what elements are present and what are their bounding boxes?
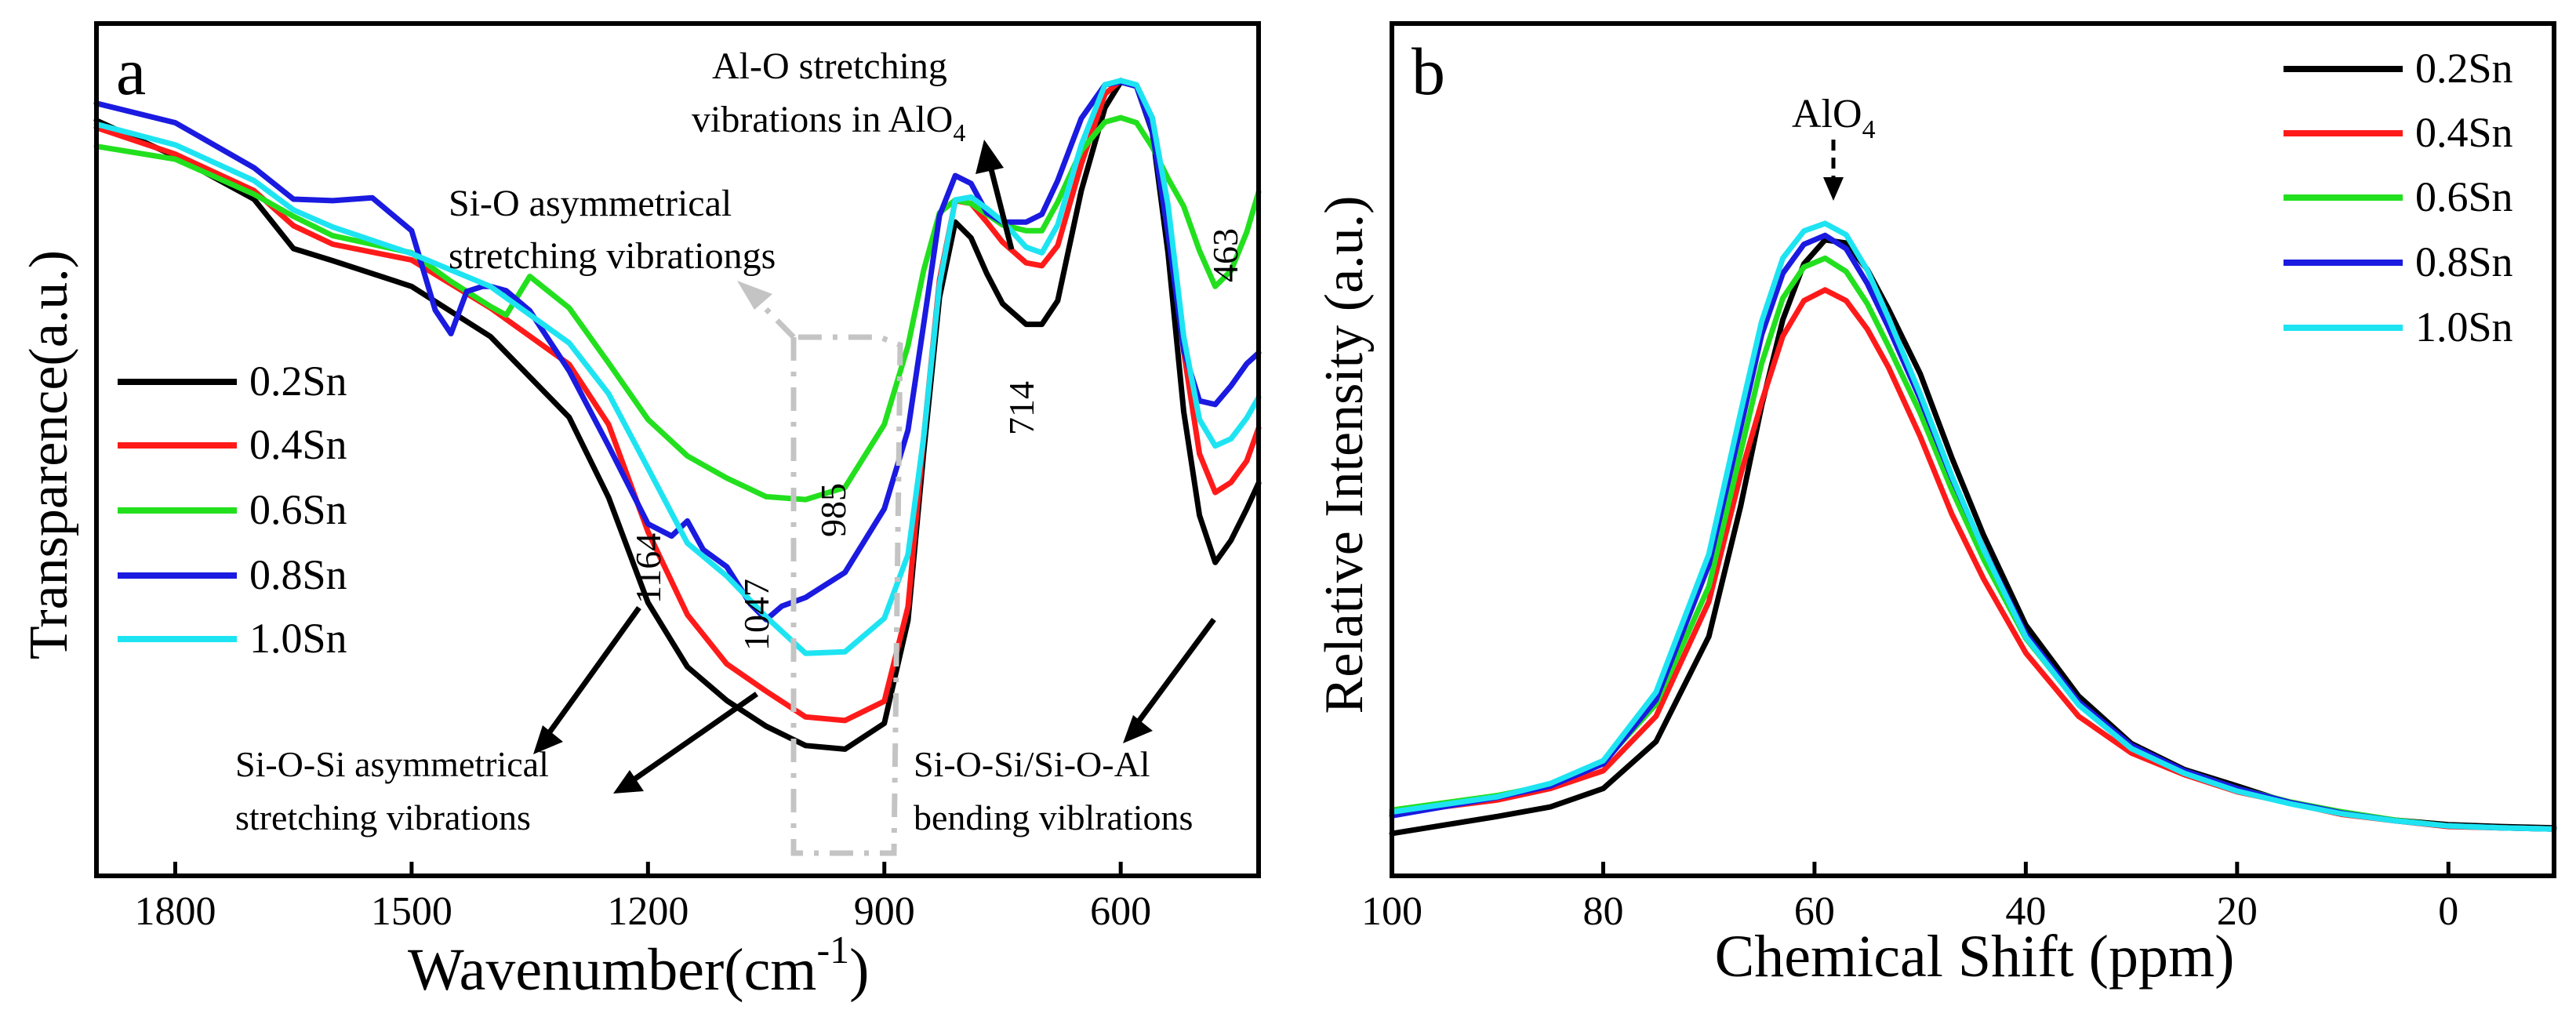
alo4-peak-label: AlO4	[1792, 92, 1876, 144]
panel-a-x-axis-label: Wavenumber(cm-1)	[408, 928, 869, 1003]
panel-b-legend: 0.2Sn 0.4Sn 0.6Sn 0.8Sn 1.0Sn	[2284, 45, 2513, 351]
x-tick-label-a-1800: 1800	[134, 889, 216, 934]
legend-b-label-1.0Sn: 1.0Sn	[2415, 303, 2513, 351]
legend-a-label-0.2Sn: 0.2Sn	[249, 358, 347, 405]
series-line-a-1.0Sn	[93, 78, 1262, 656]
si-o-region-box	[790, 334, 903, 856]
panel-a-y-axis-label: Transparence(a.u.)	[19, 250, 79, 659]
si-o-annotation-line2: stretching vibrationgs	[449, 235, 776, 277]
panel-a-frame	[94, 21, 1261, 878]
bending-annotation-line1: Si-O-Si/Si-O-Al	[914, 744, 1150, 784]
panel-a-label: a	[116, 34, 146, 109]
x-tick-label-b-100: 100	[1361, 889, 1422, 934]
arrow-alo-head	[976, 140, 1004, 174]
panel-a: 1800 1500 1200 900 600 a 0.2Sn 0.4Sn 0.6Sn 0…	[19, 21, 1262, 1003]
arrow-bending-head	[1123, 715, 1153, 743]
x-tick-label-a-1500: 1500	[371, 889, 452, 934]
si-o-box-arrowhead	[737, 281, 772, 310]
arrow-alo	[986, 162, 1015, 250]
annotation-arrows-a	[533, 140, 1216, 794]
alo-annotation-line1: Al-O stretching	[712, 45, 947, 87]
peak-label-1164: 1164	[628, 533, 668, 604]
alo4-peak-arrowhead	[1823, 177, 1844, 201]
si-o-annotation-line1: Si-O asymmetrical	[449, 183, 732, 224]
x-tick-label-b-20: 20	[2217, 889, 2258, 934]
bending-annotation-line2: bending viblrations	[914, 797, 1193, 837]
peak-label-714: 714	[1001, 381, 1041, 435]
peak-label-985: 985	[813, 483, 853, 537]
panel-b-plot-area	[1389, 220, 2557, 837]
legend-a-label-0.6Sn: 0.6Sn	[249, 486, 347, 533]
legend-b-label-0.6Sn: 0.6Sn	[2415, 173, 2513, 220]
arrow-bending	[1136, 617, 1216, 724]
alo-annotation-line2: vibrations in AlO4	[692, 99, 965, 147]
legend-b-label-0.4Sn: 0.4Sn	[2415, 109, 2513, 156]
arrow-si-o-si-1	[547, 605, 641, 736]
si-o-si-annotation-line1: Si-O-Si asymmetrical	[235, 744, 549, 784]
x-tick-label-b-60: 60	[1794, 889, 1835, 934]
panel-b-frame	[1390, 21, 2556, 878]
x-tick-label-a-900: 900	[854, 889, 915, 934]
legend-a-label-0.8Sn: 0.8Sn	[249, 551, 347, 598]
peak-label-463: 463	[1205, 228, 1245, 282]
panel-b-y-axis-label: Relative Intensity (a.u.)	[1314, 196, 1375, 714]
panel-b-label: b	[1412, 34, 1445, 109]
series-line-b-0.6Sn	[1389, 255, 2557, 832]
panel-a-legend: 0.2Sn 0.4Sn 0.6Sn 0.8Sn 1.0Sn	[118, 358, 347, 662]
series-line-b-0.4Sn	[1389, 287, 2557, 832]
legend-a-label-1.0Sn: 1.0Sn	[249, 615, 347, 662]
arrow-si-o-si-2-head	[613, 770, 644, 794]
series-line-b-1.0Sn	[1389, 220, 2557, 832]
peak-label-1047: 1047	[736, 579, 776, 651]
panel-b: 100 80 60 40 20 0 b 0.2Sn 0.4Sn 0.6Sn 0.8Sn 1…	[1314, 21, 2557, 990]
x-tick-label-b-80: 80	[1582, 889, 1623, 934]
legend-a-label-0.4Sn: 0.4Sn	[249, 421, 347, 468]
x-tick-label-a-600: 600	[1090, 889, 1151, 934]
arrow-si-o-si-2	[633, 692, 759, 781]
x-tick-label-b-0: 0	[2438, 889, 2458, 934]
x-tick-label-b-40: 40	[2005, 889, 2046, 934]
legend-b-label-0.8Sn: 0.8Sn	[2415, 238, 2513, 285]
x-tick-label-a-1200: 1200	[607, 889, 689, 934]
arrow-si-o-si-1-head	[533, 725, 563, 754]
si-o-si-annotation-line2: stretching vibrations	[235, 797, 531, 837]
panel-b-x-axis-label: Chemical Shift (ppm)	[1715, 924, 2235, 990]
panel-a-x-ticks: 1800 1500 1200 900 600	[134, 862, 1151, 934]
legend-b-label-0.2Sn: 0.2Sn	[2415, 45, 2513, 92]
panel-b-x-ticks: 100 80 60 40 20 0	[1361, 862, 2458, 934]
panel-a-plot-area	[93, 78, 1262, 752]
